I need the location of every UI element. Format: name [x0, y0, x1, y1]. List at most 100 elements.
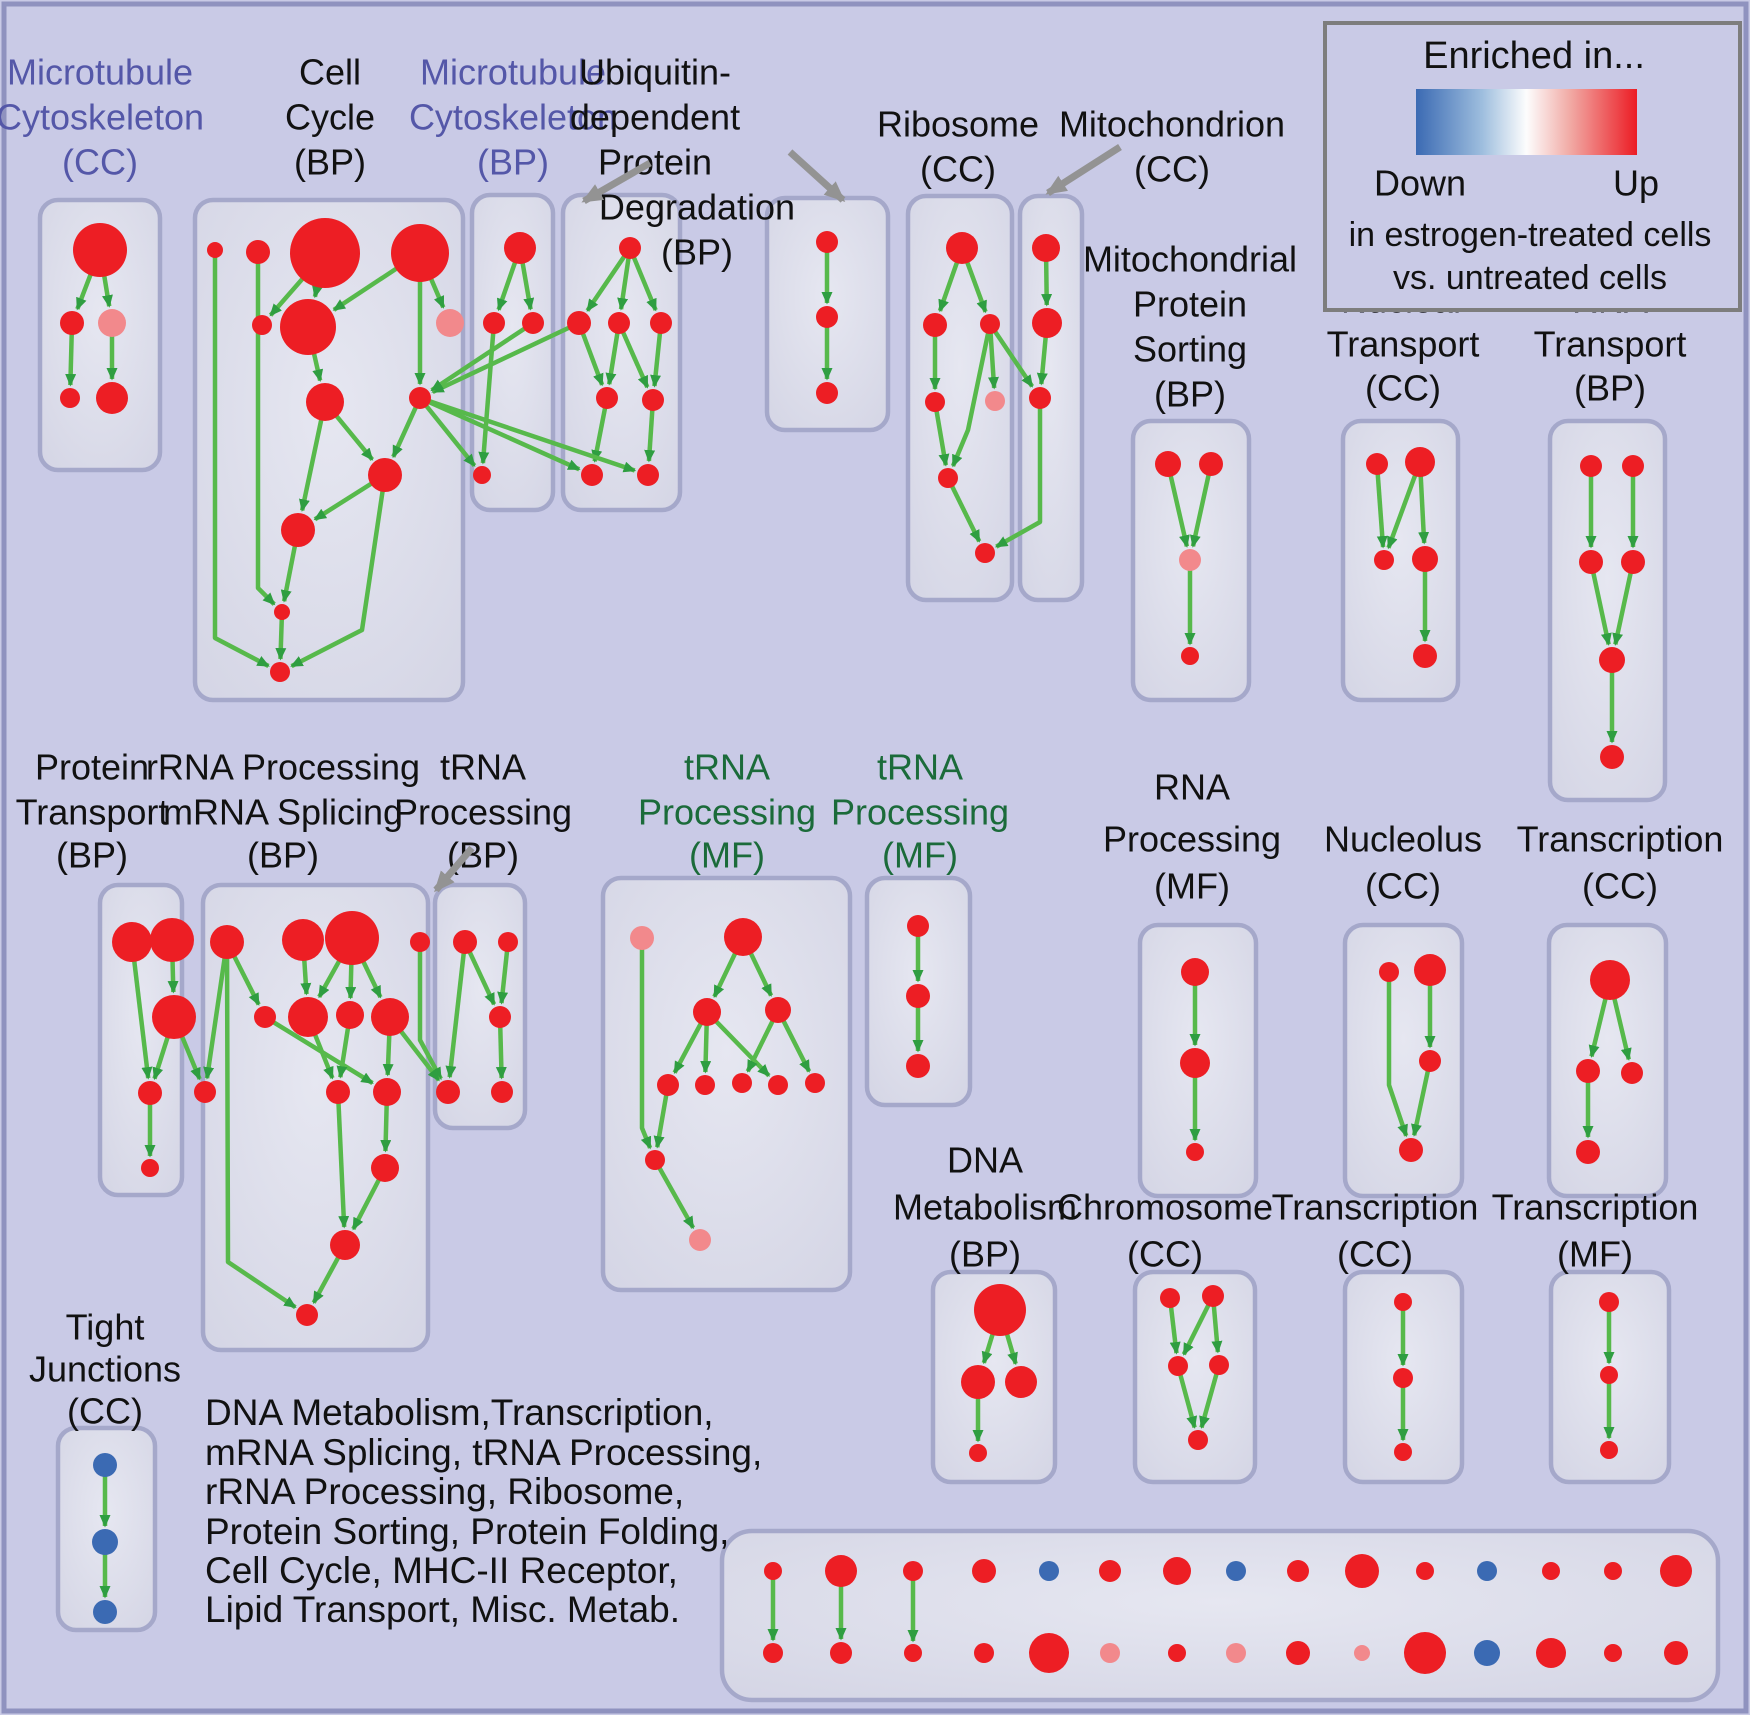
edge-chrom.cc-chrom.ce [1177, 1373, 1198, 1429]
edge-mito.t0-mito.t1 [1041, 259, 1053, 307]
node-mtcc-b [60, 311, 84, 335]
edge-rrna.q1-rrna.q5 [231, 954, 261, 1006]
label-chrom-line0: Chromosome [1057, 1187, 1273, 1228]
node-dnamet-db [961, 1365, 995, 1399]
node-tmf-uc [1600, 1441, 1618, 1459]
node-ubiq-u3 [650, 312, 672, 334]
node-trnamf1-vb3 [732, 1073, 752, 1093]
label-mps-line1: Protein [1133, 284, 1247, 325]
node-misc-bt1 [764, 1562, 782, 1580]
label-trnamf1-line1: Processing [638, 792, 816, 833]
node-misc-bb6 [1100, 1643, 1120, 1663]
label-tmf-line0: Transcription [1492, 1187, 1699, 1228]
label-trnamf2-line2: (MF) [882, 835, 958, 876]
node-trnamf1-vb1 [657, 1074, 679, 1096]
label-ubiq-line2: Protein [598, 142, 712, 183]
node-ubiq-u2 [608, 312, 630, 334]
edge-rrna.q1-rrna.q13 [224, 956, 297, 1310]
edge-dnamet.da-dnamet.db [981, 1332, 996, 1365]
node-tcc2-z1 [1590, 960, 1630, 1000]
node-trnamf1-vm2 [765, 997, 791, 1023]
label-ubiq-line1: dependent [570, 97, 740, 138]
label-trnabp-line2: (BP) [447, 835, 519, 876]
node-cc-n10 [368, 458, 402, 492]
edge-mtcc.b-mtcc.d [65, 332, 77, 387]
edge-mtbp.m1-mtbp.m3 [478, 331, 496, 465]
edge-mps.g2-mps.g3 [1189, 473, 1212, 548]
layer-nodes [60, 218, 1692, 1674]
edge-rrna.q1-rrna.q0 [203, 956, 228, 1080]
node-mtcc-e [96, 382, 128, 414]
node-mito-t1 [1032, 308, 1062, 338]
node-misc-bb14 [1604, 1644, 1622, 1662]
edge-tcc2.z1-tcc2.z3 [1611, 996, 1632, 1061]
label-pt-line2: (BP) [56, 835, 128, 876]
label-dnamet-line2: (BP) [949, 1234, 1021, 1275]
label-tight-line0: Tight [66, 1307, 145, 1348]
edge-ubiq.u1-ubiq.u4 [580, 331, 605, 387]
edge-mps.g1-mps.g3 [1168, 474, 1190, 548]
edge-ribo.r5-ribo.r6 [949, 484, 982, 543]
node-misc-bb12 [1474, 1640, 1500, 1666]
label-dnamet-line1: Metabolism [893, 1187, 1077, 1228]
node-tcc2-z3 [1621, 1062, 1643, 1084]
node-trnamf2-w2 [906, 984, 930, 1008]
node-rrna-q5 [254, 1006, 276, 1028]
node-trnabp-s3 [489, 1006, 511, 1028]
node-rrna-q3 [325, 911, 379, 965]
node-tight-j3 [93, 1600, 117, 1624]
label-mps-line2: Sorting [1133, 329, 1247, 370]
edge-pt.p2-pt.p3 [167, 959, 179, 994]
node-dnamet-dd [969, 1444, 987, 1462]
node-rrna-q11 [371, 1154, 399, 1182]
edge-nucleolus.y3-nucleolus.y4 [1411, 1069, 1431, 1137]
node-trnamf1-vb5 [805, 1073, 825, 1093]
node-trnamf1-vb4 [768, 1075, 788, 1095]
label-trnamf2-line1: Processing [831, 792, 1009, 833]
layer-edges [65, 251, 1639, 1643]
node-cc-n13 [270, 662, 290, 682]
edge-trnamf1.vm1-trnamf1.vb2 [700, 1023, 712, 1074]
edge-rrna.q12-rrna.q13 [311, 1255, 341, 1305]
edge-trnamf1.vp-trnamf1.vl1 [639, 948, 653, 1150]
label-mps-line0: Mitochondrial [1083, 239, 1297, 280]
node-nucleolus-y2 [1414, 954, 1446, 986]
edge-trnamf1.vb-trnamf1.vm1 [712, 951, 738, 999]
node-rrna-q13 [296, 1304, 318, 1326]
node-tmf-ub [1600, 1366, 1618, 1384]
node-misc-bt7 [1163, 1557, 1191, 1585]
node-pt-p1 [112, 922, 152, 962]
node-chrom-ce [1188, 1430, 1208, 1450]
node-rrna-q10 [373, 1078, 401, 1106]
node-trnabp-s4 [436, 1080, 460, 1104]
legend-gradient-bar [1416, 89, 1637, 155]
node-rrna-q1 [210, 925, 244, 959]
node-pt-p4 [138, 1081, 162, 1105]
node-misc-bb3 [904, 1644, 922, 1662]
node-ubiq2-c2 [816, 306, 838, 328]
node-trnabp-s5 [491, 1081, 513, 1103]
node-pt-p3 [152, 995, 196, 1039]
edge-trnabp.s1-trnabp.s4 [445, 951, 467, 1079]
node-misc-bt12 [1477, 1561, 1497, 1581]
edge-cc.n10-cc.n11 [313, 481, 374, 522]
node-nuct-h5 [1413, 644, 1437, 668]
node-rnaproc-x1 [1181, 958, 1209, 986]
node-mito-t0 [1032, 234, 1060, 262]
label-pt-line1: Transport [16, 792, 169, 833]
label-trnabp-line1: Processing [394, 792, 572, 833]
label-trnamf2-line0: tRNA [877, 747, 963, 788]
label-rrna-line1: mRNA Splicing [163, 792, 403, 833]
node-trnamf1-vq [689, 1229, 711, 1251]
edge-cc.n9-ubiq.u6 [427, 399, 581, 472]
node-mtbp-m3 [473, 466, 491, 484]
edge-trnabp.s2-trnabp.s3 [497, 949, 510, 1005]
annotation-line-2: rRNA Processing, Ribosome, [205, 1471, 684, 1512]
node-mito-t2 [1029, 387, 1051, 409]
node-misc-bb15 [1664, 1641, 1688, 1665]
node-rrna-q0 [194, 1081, 216, 1103]
edge-cc.n4-cc.n6 [332, 266, 399, 312]
node-trnamf1-vm1 [693, 998, 721, 1026]
node-trnamf1-vb2 [695, 1075, 715, 1095]
node-ubiq2-c1 [816, 231, 838, 253]
